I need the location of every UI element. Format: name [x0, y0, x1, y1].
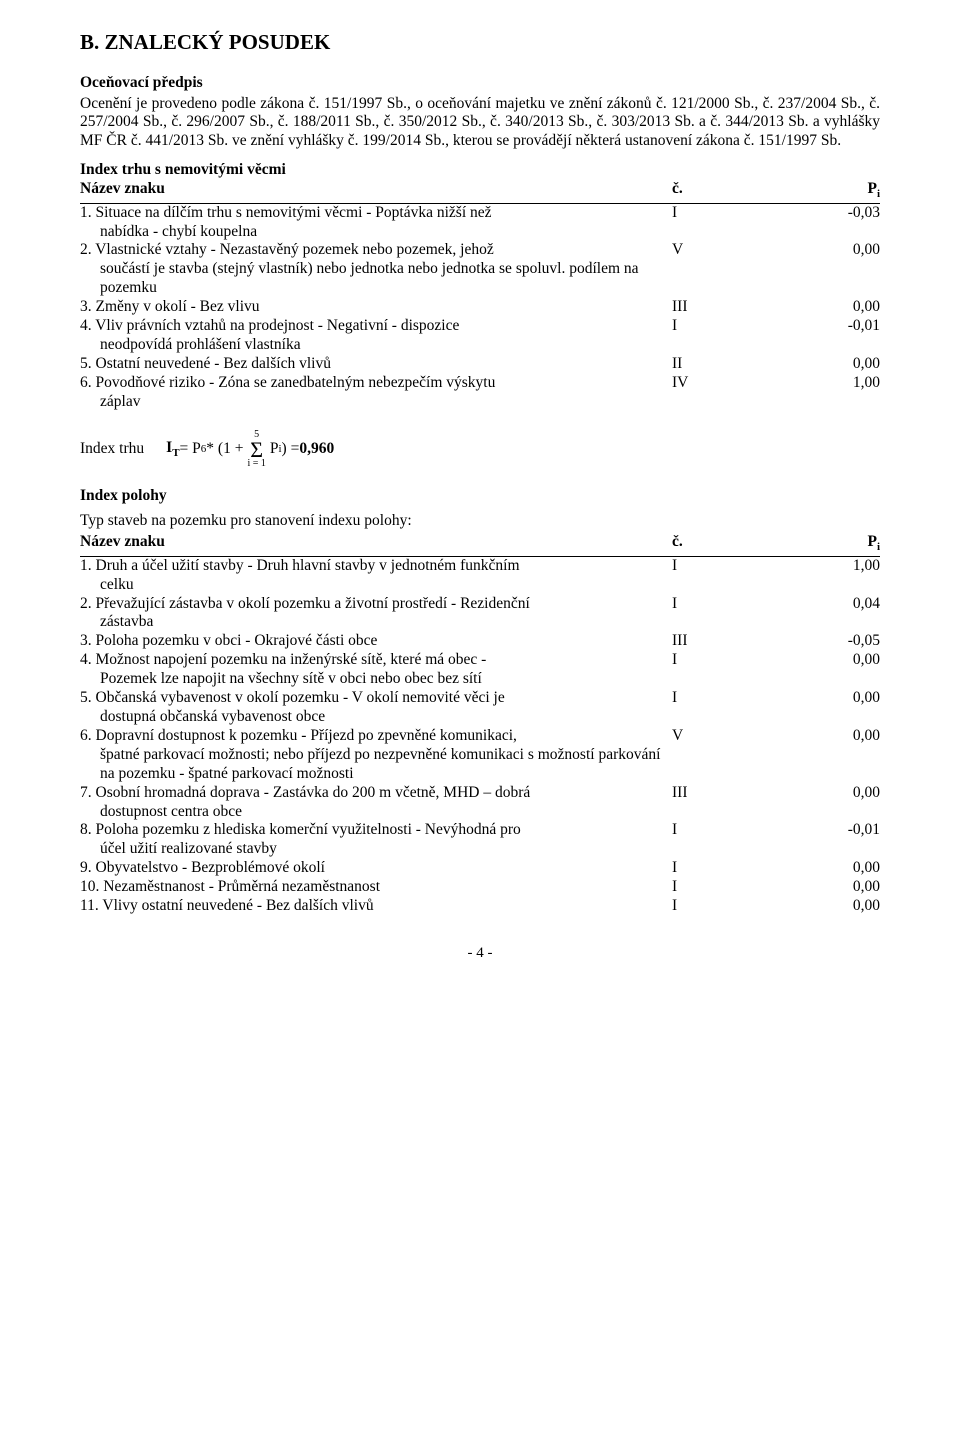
header-p: Pi [736, 180, 880, 203]
header-c: č. [672, 533, 736, 556]
formula-eq: IT = P6 * (1 + 5 Σ i = 1 Pi ) = 0,960 [166, 430, 334, 470]
row-p: -0,05 [736, 632, 880, 651]
row-desc: 6. Dopravní dostupnost k pozemku - Příje… [80, 727, 672, 784]
trhu-table: Název znaku č. Pi 1. Situace na dílčím t… [80, 180, 880, 411]
row-desc: 3. Poloha pozemku v obci - Okrajové část… [80, 632, 672, 651]
row-desc: 10. Nezaměstnanost - Průměrná nezaměstna… [80, 878, 672, 897]
row-desc: 3. Změny v okolí - Bez vlivu [80, 298, 672, 317]
row-p: 0,00 [736, 355, 880, 374]
row-p: 0,00 [736, 897, 880, 916]
row-desc: 5. Ostatní neuvedené - Bez dalších vlivů [80, 355, 672, 374]
row-c: V [672, 241, 736, 298]
page-title: B. ZNALECKÝ POSUDEK [80, 30, 880, 56]
row-desc: 4. Možnost napojení pozemku na inženýrsk… [80, 651, 672, 689]
formula-lhs: Index trhu [80, 440, 144, 459]
table-header-row: Název znaku č. Pi [80, 533, 880, 556]
row-desc: 11. Vlivy ostatní neuvedené - Bez dalšíc… [80, 897, 672, 916]
row-p: -0,01 [736, 821, 880, 859]
table-row: 5. Občanská vybavenost v okolí pozemku -… [80, 689, 880, 727]
trhu-title: Index trhu s nemovitými věcmi [80, 161, 880, 180]
row-p: -0,01 [736, 317, 880, 355]
polohy-sub: Typ staveb na pozemku pro stanovení inde… [80, 512, 880, 531]
page-number: - 4 - [80, 944, 880, 962]
row-desc: 2. Vlastnické vztahy - Nezastavěný pozem… [80, 241, 672, 298]
row-c: I [672, 878, 736, 897]
row-c: I [672, 859, 736, 878]
row-c: I [672, 651, 736, 689]
table-row: 9. Obyvatelstvo - Bezproblémové okolíI0,… [80, 859, 880, 878]
row-desc: 2. Převažující zástavba v okolí pozemku … [80, 595, 672, 633]
row-p: -0,03 [736, 203, 880, 241]
row-p: 0,00 [736, 859, 880, 878]
document-page: B. ZNALECKÝ POSUDEK Oceňovací předpis Oc… [40, 0, 920, 982]
table-row: 11. Vlivy ostatní neuvedené - Bez dalšíc… [80, 897, 880, 916]
row-desc: 7. Osobní hromadná doprava - Zastávka do… [80, 784, 672, 822]
row-desc: 9. Obyvatelstvo - Bezproblémové okolí [80, 859, 672, 878]
table-row: 4. Vliv právních vztahů na prodejnost - … [80, 317, 880, 355]
table-row: 3. Poloha pozemku v obci - Okrajové část… [80, 632, 880, 651]
sigma-icon: 5 Σ i = 1 [247, 430, 265, 470]
predpis-title: Oceňovací předpis [80, 74, 880, 93]
row-p: 0,00 [736, 241, 880, 298]
row-p: 0,04 [736, 595, 880, 633]
index-trhu-formula: Index trhu IT = P6 * (1 + 5 Σ i = 1 Pi )… [80, 430, 880, 470]
row-desc: 1. Druh a účel užití stavby - Druh hlavn… [80, 556, 672, 594]
row-c: V [672, 727, 736, 784]
row-desc: 6. Povodňové riziko - Zóna se zanedbatel… [80, 374, 672, 412]
row-desc: 1. Situace na dílčím trhu s nemovitými v… [80, 203, 672, 241]
table-row: 8. Poloha pozemku z hlediska komerční vy… [80, 821, 880, 859]
row-p: 0,00 [736, 784, 880, 822]
row-p: 0,00 [736, 651, 880, 689]
row-desc: 4. Vliv právních vztahů na prodejnost - … [80, 317, 672, 355]
table-row: 2. Vlastnické vztahy - Nezastavěný pozem… [80, 241, 880, 298]
table-row: 4. Možnost napojení pozemku na inženýrsk… [80, 651, 880, 689]
row-p: 0,00 [736, 298, 880, 317]
table-row: 6. Povodňové riziko - Zóna se zanedbatel… [80, 374, 880, 412]
row-c: I [672, 556, 736, 594]
table-header-row: Název znaku č. Pi [80, 180, 880, 203]
row-p: 0,00 [736, 689, 880, 727]
row-c: III [672, 784, 736, 822]
row-desc: 5. Občanská vybavenost v okolí pozemku -… [80, 689, 672, 727]
row-c: II [672, 355, 736, 374]
polohy-title: Index polohy [80, 487, 880, 506]
header-nazev: Název znaku [80, 533, 672, 556]
row-p: 1,00 [736, 556, 880, 594]
row-p: 1,00 [736, 374, 880, 412]
row-desc: 8. Poloha pozemku z hlediska komerční vy… [80, 821, 672, 859]
header-p: Pi [736, 533, 880, 556]
table-row: 10. Nezaměstnanost - Průměrná nezaměstna… [80, 878, 880, 897]
row-c: I [672, 689, 736, 727]
table-row: 2. Převažující zástavba v okolí pozemku … [80, 595, 880, 633]
table-row: 1. Situace na dílčím trhu s nemovitými v… [80, 203, 880, 241]
row-c: III [672, 298, 736, 317]
row-p: 0,00 [736, 727, 880, 784]
row-c: I [672, 203, 736, 241]
row-p: 0,00 [736, 878, 880, 897]
table-row: 6. Dopravní dostupnost k pozemku - Příje… [80, 727, 880, 784]
header-c: č. [672, 180, 736, 203]
table-row: 1. Druh a účel užití stavby - Druh hlavn… [80, 556, 880, 594]
row-c: I [672, 595, 736, 633]
row-c: III [672, 632, 736, 651]
table-row: 3. Změny v okolí - Bez vlivuIII0,00 [80, 298, 880, 317]
polohy-table: Název znaku č. Pi 1. Druh a účel užití s… [80, 533, 880, 916]
table-row: 5. Ostatní neuvedené - Bez dalších vlivů… [80, 355, 880, 374]
row-c: I [672, 821, 736, 859]
table-row: 7. Osobní hromadná doprava - Zastávka do… [80, 784, 880, 822]
row-c: I [672, 317, 736, 355]
row-c: I [672, 897, 736, 916]
row-c: IV [672, 374, 736, 412]
predpis-text: Ocenění je provedeno podle zákona č. 151… [80, 95, 880, 152]
header-nazev: Název znaku [80, 180, 672, 203]
